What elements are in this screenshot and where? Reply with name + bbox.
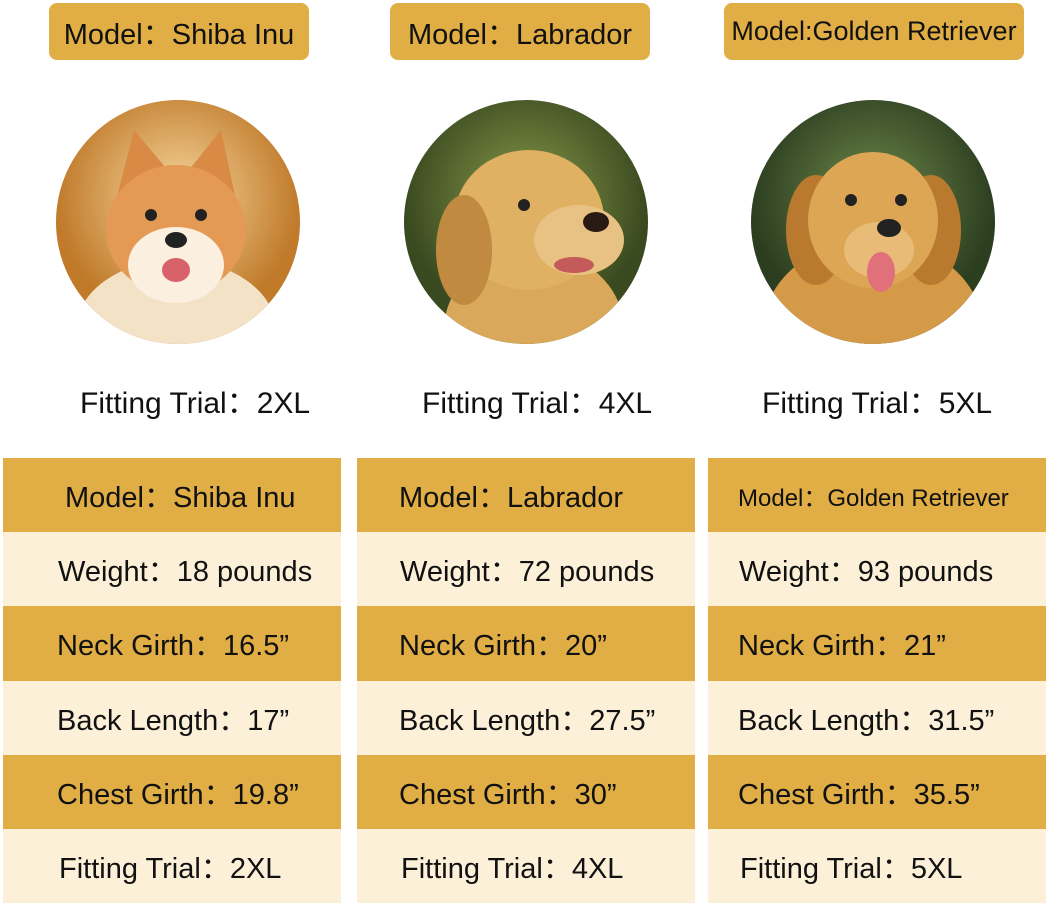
table-row: Model：Shiba Inu: [3, 458, 341, 533]
table-row: Back Length：17”: [3, 680, 341, 755]
table-row: Fitting Trial：5XL: [708, 828, 1046, 904]
table-row: Chest Girth：19.8”: [3, 754, 341, 829]
table-row: Fitting Trial：2XL: [3, 828, 341, 904]
size-table-golden: Model：Golden Retriever Weight：93 pounds …: [708, 458, 1046, 904]
table-row: Neck Girth：21”: [708, 606, 1046, 681]
table-row: Neck Girth：16.5”: [3, 606, 341, 681]
table-row: Neck Girth：20”: [357, 606, 695, 681]
shiba-inu-photo: [56, 100, 300, 344]
table-row: Weight：18 pounds: [3, 532, 341, 607]
table-row: Chest Girth：35.5”: [708, 754, 1046, 829]
table-row: Fitting Trial：4XL: [357, 828, 695, 904]
size-table-labrador: Model：Labrador Weight：72 pounds Neck Gir…: [357, 458, 695, 904]
golden-retriever-photo: [751, 100, 995, 344]
model-label-golden: Model:Golden Retriever: [724, 3, 1024, 60]
table-row: Back Length：31.5”: [708, 680, 1046, 755]
labrador-photo: [404, 100, 648, 344]
model-label-labrador: Model：Labrador: [390, 3, 650, 60]
size-table-shiba: Model：Shiba Inu Weight：18 pounds Neck Gi…: [3, 458, 341, 904]
table-row: Back Length：27.5”: [357, 680, 695, 755]
fitting-trial-golden: Fitting Trial：5XL: [762, 387, 993, 420]
table-row: Model：Labrador: [357, 458, 695, 533]
table-row: Model：Golden Retriever: [708, 458, 1046, 533]
fitting-trial-shiba: Fitting Trial：2XL: [80, 387, 311, 420]
fitting-trial-labrador: Fitting Trial：4XL: [422, 387, 653, 420]
table-row: Weight：72 pounds: [357, 532, 695, 607]
table-row: Chest Girth：30”: [357, 754, 695, 829]
table-row: Weight：93 pounds: [708, 532, 1046, 607]
model-label-shiba: Model：Shiba Inu: [49, 3, 309, 60]
